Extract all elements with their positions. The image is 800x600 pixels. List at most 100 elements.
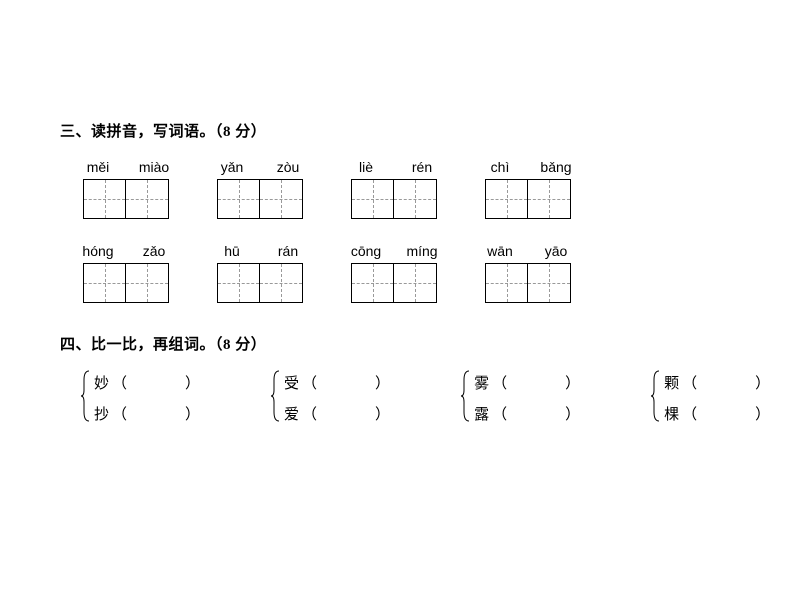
compare-char: 露 bbox=[474, 403, 492, 424]
tianzige-cell[interactable] bbox=[486, 180, 528, 218]
pinyin-label: hóng zǎo bbox=[80, 243, 172, 259]
paren-open: （ bbox=[302, 403, 317, 424]
compare-char: 雾 bbox=[474, 372, 492, 393]
pinyin-label: hū rán bbox=[214, 243, 306, 259]
compare-line: 爱 （ ） bbox=[284, 403, 390, 424]
tianzige-box bbox=[217, 263, 303, 303]
paren-close: ） bbox=[375, 372, 390, 393]
compare-line: 露 （ ） bbox=[474, 403, 580, 424]
paren-close: ） bbox=[185, 403, 200, 424]
pinyin-label: měi miào bbox=[80, 159, 172, 175]
tianzige-cell[interactable] bbox=[394, 264, 436, 302]
tianzige-cell[interactable] bbox=[126, 180, 168, 218]
paren-open: （ bbox=[492, 372, 507, 393]
compare-line: 抄 （ ） bbox=[94, 403, 200, 424]
section-3-title: 三、读拼音，写词语。（8 分） bbox=[60, 120, 740, 141]
compare-char: 颗 bbox=[664, 372, 682, 393]
compare-line: 妙 （ ） bbox=[94, 372, 200, 393]
compare-line: 棵 （ ） bbox=[664, 403, 770, 424]
compare-pair: 雾 （ ） 露 （ ） bbox=[460, 372, 580, 424]
tianzige-cell[interactable] bbox=[352, 264, 394, 302]
pinyin-label: liè rén bbox=[348, 159, 440, 175]
pinyin-row-2: hóng zǎo hū rán cōng míng bbox=[60, 243, 740, 303]
pinyin-syllable: chì bbox=[482, 159, 518, 175]
paren-close: ） bbox=[185, 372, 200, 393]
compare-char: 棵 bbox=[664, 403, 682, 424]
section-3-pinyin-write: 三、读拼音，写词语。（8 分） měi miào yǎn zòu bbox=[60, 120, 740, 303]
tianzige-cell[interactable] bbox=[528, 180, 570, 218]
tianzige-box bbox=[83, 263, 169, 303]
compare-char: 妙 bbox=[94, 372, 112, 393]
compare-char: 受 bbox=[284, 372, 302, 393]
pinyin-syllable: měi bbox=[80, 159, 116, 175]
paren-close: ） bbox=[755, 372, 770, 393]
pinyin-syllable: yǎn bbox=[214, 159, 250, 175]
pinyin-syllable: wān bbox=[482, 243, 518, 259]
brace-icon bbox=[460, 370, 470, 422]
pinyin-label: chì bǎng bbox=[482, 159, 574, 175]
pinyin-label: wān yāo bbox=[482, 243, 574, 259]
section-4-compare: 四、比一比，再组词。（8 分） 妙 （ ） 抄 （ ） bbox=[60, 333, 740, 424]
pinyin-item: měi miào bbox=[80, 159, 172, 219]
pinyin-syllable: zòu bbox=[270, 159, 306, 175]
pinyin-item: chì bǎng bbox=[482, 159, 574, 219]
tianzige-box bbox=[485, 179, 571, 219]
brace-icon bbox=[650, 370, 660, 422]
tianzige-box bbox=[351, 179, 437, 219]
tianzige-cell[interactable] bbox=[486, 264, 528, 302]
tianzige-cell[interactable] bbox=[84, 264, 126, 302]
tianzige-cell[interactable] bbox=[84, 180, 126, 218]
brace-icon bbox=[270, 370, 280, 422]
compare-char: 抄 bbox=[94, 403, 112, 424]
tianzige-cell[interactable] bbox=[218, 180, 260, 218]
paren-open: （ bbox=[492, 403, 507, 424]
pinyin-syllable: bǎng bbox=[538, 159, 574, 175]
pinyin-item: hū rán bbox=[214, 243, 306, 303]
tianzige-cell[interactable] bbox=[352, 180, 394, 218]
pinyin-item: yǎn zòu bbox=[214, 159, 306, 219]
tianzige-cell[interactable] bbox=[126, 264, 168, 302]
paren-close: ） bbox=[565, 372, 580, 393]
pinyin-item: wān yāo bbox=[482, 243, 574, 303]
compare-pair: 妙 （ ） 抄 （ ） bbox=[80, 372, 200, 424]
compare-pair: 颗 （ ） 棵 （ ） bbox=[650, 372, 770, 424]
pinyin-label: yǎn zòu bbox=[214, 159, 306, 175]
pinyin-syllable: rén bbox=[404, 159, 440, 175]
pinyin-syllable: hóng bbox=[80, 243, 116, 259]
paren-open: （ bbox=[112, 403, 127, 424]
paren-open: （ bbox=[302, 372, 317, 393]
tianzige-box bbox=[217, 179, 303, 219]
compare-line: 雾 （ ） bbox=[474, 372, 580, 393]
compare-pair: 受 （ ） 爱 （ ） bbox=[270, 372, 390, 424]
tianzige-cell[interactable] bbox=[260, 180, 302, 218]
pinyin-syllable: rán bbox=[270, 243, 306, 259]
paren-close: ） bbox=[565, 403, 580, 424]
tianzige-box bbox=[351, 263, 437, 303]
tianzige-cell[interactable] bbox=[394, 180, 436, 218]
pinyin-syllable: hū bbox=[214, 243, 250, 259]
paren-open: （ bbox=[682, 403, 697, 424]
tianzige-box bbox=[485, 263, 571, 303]
tianzige-box bbox=[83, 179, 169, 219]
pinyin-label: cōng míng bbox=[348, 243, 440, 259]
compare-line: 颗 （ ） bbox=[664, 372, 770, 393]
paren-open: （ bbox=[112, 372, 127, 393]
pinyin-row-1: měi miào yǎn zòu liè rén bbox=[60, 159, 740, 219]
pinyin-syllable: yāo bbox=[538, 243, 574, 259]
compare-row: 妙 （ ） 抄 （ ） 受 （ ） 爱 bbox=[60, 372, 740, 424]
tianzige-cell[interactable] bbox=[218, 264, 260, 302]
pinyin-item: liè rén bbox=[348, 159, 440, 219]
paren-open: （ bbox=[682, 372, 697, 393]
section-4-title: 四、比一比，再组词。（8 分） bbox=[60, 333, 740, 354]
pinyin-syllable: cōng bbox=[348, 243, 384, 259]
tianzige-cell[interactable] bbox=[260, 264, 302, 302]
pinyin-syllable: miào bbox=[136, 159, 172, 175]
compare-char: 爱 bbox=[284, 403, 302, 424]
tianzige-cell[interactable] bbox=[528, 264, 570, 302]
paren-close: ） bbox=[755, 403, 770, 424]
brace-icon bbox=[80, 370, 90, 422]
pinyin-syllable: liè bbox=[348, 159, 384, 175]
pinyin-item: cōng míng bbox=[348, 243, 440, 303]
pinyin-item: hóng zǎo bbox=[80, 243, 172, 303]
pinyin-syllable: zǎo bbox=[136, 243, 172, 259]
